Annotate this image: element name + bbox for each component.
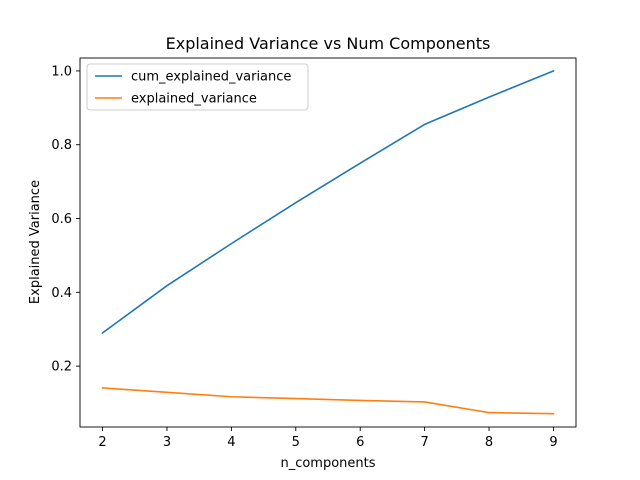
legend-label-cum-explained-variance: cum_explained_variance	[131, 70, 291, 85]
series-line-cum-explained-variance	[101, 69, 555, 335]
y-tick-label: 1.0	[51, 64, 72, 79]
y-tick-label: 0.8	[51, 138, 72, 153]
plot-area: 2 3 4 5 6 7 8 9 0.2 0.4 0.6 0.8 1.0	[51, 57, 577, 450]
plot-frame	[79, 57, 577, 428]
x-tick-label: 6	[356, 435, 364, 450]
y-tick-label: 0.6	[51, 212, 72, 227]
x-tick-label: 9	[549, 435, 557, 450]
x-axis-label: n_components	[280, 456, 375, 471]
x-tick-label: 4	[227, 435, 235, 450]
y-tick-label: 0.2	[51, 360, 72, 375]
y-tick-label: 0.4	[51, 286, 72, 301]
x-tick-label: 5	[292, 435, 300, 450]
legend: cum_explained_variance explained_variance	[86, 63, 309, 111]
series-line-explained-variance	[101, 387, 555, 415]
x-tick-label: 7	[420, 435, 428, 450]
legend-box	[86, 63, 309, 111]
chart-title: Explained Variance vs Num Components	[166, 34, 491, 53]
x-tick-label: 8	[485, 435, 493, 450]
x-tick-label: 3	[163, 435, 171, 450]
legend-label-explained-variance: explained_variance	[131, 92, 257, 107]
x-tick-label: 2	[98, 435, 106, 450]
y-axis-label: Explained Variance	[28, 180, 43, 304]
